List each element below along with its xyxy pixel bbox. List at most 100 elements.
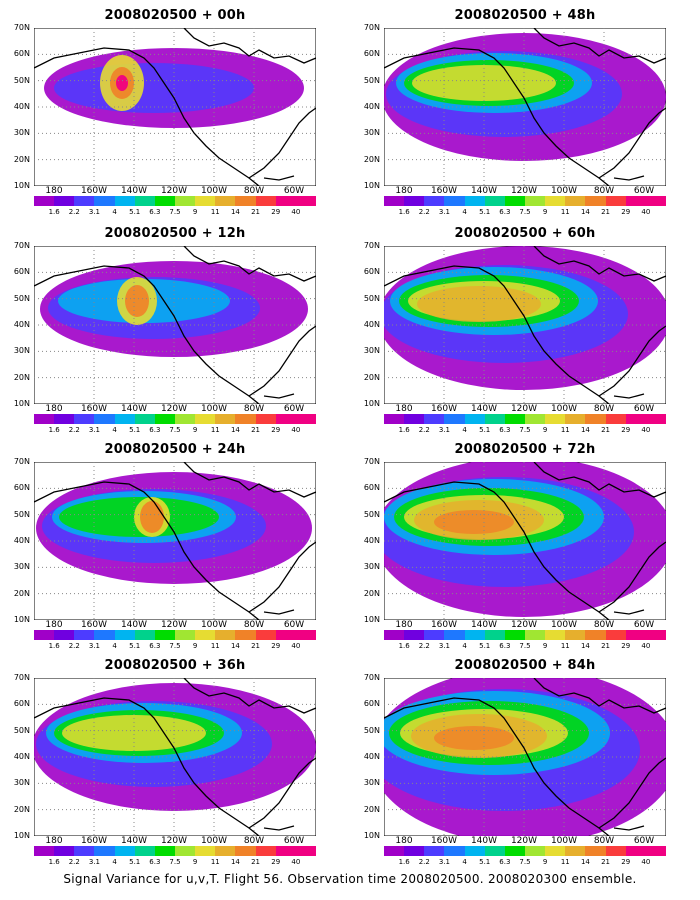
colorbar-label: 11 bbox=[560, 208, 570, 216]
latitude-label: 30N bbox=[13, 562, 30, 572]
colorbar-swatch bbox=[444, 414, 465, 424]
colorbar bbox=[384, 196, 666, 206]
coastline bbox=[34, 481, 260, 620]
latitude-label: 20N bbox=[13, 804, 30, 814]
colorbar-label: 14 bbox=[230, 208, 240, 216]
colorbar-label: 14 bbox=[230, 858, 240, 866]
colorbar-swatch bbox=[605, 846, 626, 856]
map-panel: 2008020500 + 72h 70N 60N 50N 40N 30N 20N 10N 180… bbox=[364, 442, 700, 652]
colorbar-swatch bbox=[74, 846, 95, 856]
colorbar-label: 21 bbox=[601, 858, 611, 866]
latitude-label: 40N bbox=[363, 536, 380, 545]
latitude-label: 40N bbox=[363, 752, 380, 761]
colorbar-swatch bbox=[114, 630, 135, 640]
latitude-label: 20N bbox=[363, 804, 380, 814]
longitude-label: 80W bbox=[593, 404, 615, 414]
colorbar-label: 1.6 bbox=[48, 858, 60, 866]
coastline bbox=[613, 175, 645, 181]
colorbar-label: 5.1 bbox=[129, 426, 141, 434]
latitude-label: 20N bbox=[13, 154, 30, 164]
map-panel: 2008020500 + 60h 70N 60N 50N 40N 30N 20N 10N 180… bbox=[364, 226, 700, 436]
colorbar-swatch bbox=[545, 414, 566, 424]
colorbar-swatch bbox=[235, 414, 256, 424]
colorbar bbox=[384, 630, 666, 640]
colorbar-swatch bbox=[275, 414, 296, 424]
longitude-label: 140W bbox=[470, 186, 498, 196]
colorbar-swatch bbox=[174, 196, 196, 206]
longitude-label: 100W bbox=[200, 836, 228, 846]
latitude-label: 40N bbox=[13, 752, 30, 761]
colorbar-swatch bbox=[54, 846, 75, 856]
latitude-label: 40N bbox=[13, 102, 30, 111]
colorbar-label: 1.6 bbox=[398, 426, 410, 434]
colorbar-label: 3.1 bbox=[438, 858, 450, 866]
colorbar-swatch bbox=[565, 414, 586, 424]
colorbar-label: 5.1 bbox=[479, 426, 491, 434]
coastline bbox=[613, 393, 645, 399]
longitude-label: 140W bbox=[120, 186, 148, 196]
longitude-label: 180 bbox=[45, 404, 63, 414]
colorbar-label: 1.6 bbox=[398, 858, 410, 866]
figure-caption: Signal Variance for u,v,T. Flight 56. Ob… bbox=[63, 872, 637, 886]
latitude-label: 60N bbox=[363, 699, 380, 709]
coastline bbox=[384, 697, 610, 836]
longitude-label: 140W bbox=[470, 404, 498, 414]
coastline bbox=[248, 107, 316, 179]
colorbar-label: 5.1 bbox=[129, 858, 141, 866]
colorbar-swatch bbox=[34, 630, 55, 640]
colorbar-swatch bbox=[114, 414, 135, 424]
coastline bbox=[263, 393, 295, 399]
longitude-label: 80W bbox=[593, 620, 615, 630]
coastline bbox=[384, 47, 610, 186]
map-panel: 2008020500 + 48h 70N 60N 50N 40N 30N 20N 10N 180… bbox=[364, 8, 700, 218]
longitude-label: 160W bbox=[430, 404, 458, 414]
longitude-label: 80W bbox=[243, 186, 265, 196]
longitude-label: 160W bbox=[430, 620, 458, 630]
longitude-label: 80W bbox=[243, 620, 265, 630]
colorbar-label: 29 bbox=[271, 642, 281, 650]
colorbar-swatch bbox=[74, 630, 95, 640]
colorbar-label: 9 bbox=[542, 426, 548, 434]
colorbar-swatch bbox=[585, 630, 606, 640]
latitude-label: 30N bbox=[363, 562, 380, 572]
colorbar-label: 9 bbox=[192, 208, 198, 216]
colorbar-swatch bbox=[404, 630, 425, 640]
colorbar-label: 21 bbox=[601, 208, 611, 216]
longitude-label: 80W bbox=[243, 404, 265, 414]
latitude-label: 30N bbox=[13, 778, 30, 788]
colorbar-swatch bbox=[585, 196, 606, 206]
colorbar-label: 21 bbox=[601, 426, 611, 434]
colorbar-label: 14 bbox=[580, 642, 590, 650]
colorbar-swatch bbox=[215, 196, 236, 206]
variance-contour bbox=[412, 65, 556, 101]
colorbar-swatch bbox=[174, 846, 196, 856]
longitude-label: 120W bbox=[160, 836, 188, 846]
coastline bbox=[263, 175, 295, 181]
panel-title: 2008020500 + 12h bbox=[104, 226, 246, 241]
variance-contour bbox=[434, 726, 514, 750]
colorbar-label: 1.6 bbox=[48, 208, 60, 216]
colorbar-swatch bbox=[384, 846, 405, 856]
coastline bbox=[598, 757, 666, 829]
longitude-label: 180 bbox=[395, 404, 413, 414]
coastline bbox=[183, 678, 316, 714]
longitude-label: 160W bbox=[80, 404, 108, 414]
colorbar-swatch bbox=[255, 846, 276, 856]
colorbar-label: 14 bbox=[580, 208, 590, 216]
longitude-label: 140W bbox=[120, 836, 148, 846]
colorbar-label: 2.2 bbox=[68, 642, 80, 650]
map-panel: 2008020500 + 00h 70N 60N 50N 40N 30N 20N 10N 180… bbox=[14, 8, 352, 218]
colorbar-swatch bbox=[54, 630, 75, 640]
colorbar-label: 9 bbox=[192, 426, 198, 434]
coastline bbox=[34, 47, 260, 186]
colorbar-swatch bbox=[545, 630, 566, 640]
colorbar bbox=[34, 196, 316, 206]
colorbar-label: 11 bbox=[560, 642, 570, 650]
variance-contour bbox=[140, 501, 164, 533]
colorbar-swatch bbox=[565, 196, 586, 206]
colorbar-label: 3.1 bbox=[438, 208, 450, 216]
panel-title: 2008020500 + 36h bbox=[104, 658, 246, 673]
colorbar-swatch bbox=[625, 414, 646, 424]
coastline bbox=[34, 265, 260, 404]
colorbar-label: 1.6 bbox=[48, 642, 60, 650]
